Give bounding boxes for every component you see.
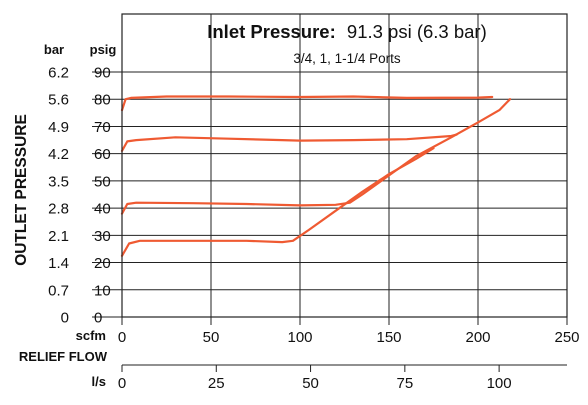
x-tick-label-ls: 0 bbox=[118, 375, 126, 392]
y-tick-label-psig: 40 bbox=[94, 201, 111, 218]
series-lines bbox=[120, 95, 512, 257]
chart-title-label: Inlet Pressure: bbox=[207, 21, 336, 42]
x-unit-ls: l/s bbox=[92, 374, 106, 389]
x-tick-label-scfm: 150 bbox=[376, 329, 401, 346]
y-tick-label-psig: 70 bbox=[94, 119, 111, 136]
y-tick-label-psig: 30 bbox=[94, 228, 111, 245]
y-tick-label-bar: 3.5 bbox=[48, 173, 69, 190]
x-tick-label-scfm: 50 bbox=[203, 329, 220, 346]
y-unit-bar: bar bbox=[44, 42, 64, 57]
y-axis-label: OUTLET PRESSURE bbox=[13, 114, 30, 266]
chart-title: Inlet Pressure: 91.3 psi (6.3 bar) bbox=[207, 21, 487, 42]
y-tick-label-bar: 0.7 bbox=[48, 282, 69, 299]
y-tick-label-psig: 60 bbox=[94, 146, 111, 163]
x-tick-label-scfm: 0 bbox=[118, 329, 126, 346]
chart-subtitle: 3/4, 1, 1-1/4 Ports bbox=[293, 51, 401, 66]
x-tick-label-scfm: 250 bbox=[554, 329, 579, 346]
series-line-1 bbox=[120, 95, 494, 112]
x-tick-label-scfm: 200 bbox=[465, 329, 490, 346]
series-line-3 bbox=[120, 98, 512, 215]
y-tick-label-psig: 10 bbox=[94, 282, 111, 299]
x-tick-label-ls: 50 bbox=[302, 375, 319, 392]
plot-frame bbox=[121, 13, 568, 318]
y-unit-psig: psig bbox=[90, 42, 117, 57]
x-tick-label-ls: 25 bbox=[208, 375, 225, 392]
x-tick-label-ls: 75 bbox=[396, 375, 413, 392]
y-tick-label-bar: 1.4 bbox=[48, 255, 69, 272]
chart-title-value: 91.3 psi (6.3 bar) bbox=[347, 21, 487, 42]
x-tick-label-scfm: 100 bbox=[287, 329, 312, 346]
y-tick-label-psig: 50 bbox=[94, 173, 111, 190]
y-tick-label-psig: 20 bbox=[94, 255, 111, 272]
x-unit-scfm: scfm bbox=[76, 328, 106, 343]
y-tick-label-bar: 2.1 bbox=[48, 228, 69, 245]
y-tick-label-bar: 6.2 bbox=[48, 65, 69, 82]
y-tick-label-bar: 5.6 bbox=[48, 92, 69, 109]
y-tick-label-bar: 0 bbox=[61, 310, 69, 327]
y-tick-label-bar: 4.2 bbox=[48, 146, 69, 163]
series-line-2 bbox=[120, 133, 458, 152]
chart-axes: 90 6.2 80 5.6 70 4.9 60 4.2 50 3.5 40 2.8 30 2.1 20 1.4… bbox=[48, 65, 579, 393]
y-tick-label-psig: 90 bbox=[94, 65, 111, 82]
y-tick-label-psig: 0 bbox=[94, 310, 102, 327]
y-tick-label-bar: 4.9 bbox=[48, 119, 69, 136]
y-tick-label-psig: 80 bbox=[94, 92, 111, 109]
series-line-4 bbox=[120, 147, 435, 257]
y-tick-label-bar: 2.8 bbox=[48, 201, 69, 218]
x-tick-label-ls: 100 bbox=[487, 375, 512, 392]
x-axis-label: RELIEF FLOW bbox=[19, 349, 108, 364]
